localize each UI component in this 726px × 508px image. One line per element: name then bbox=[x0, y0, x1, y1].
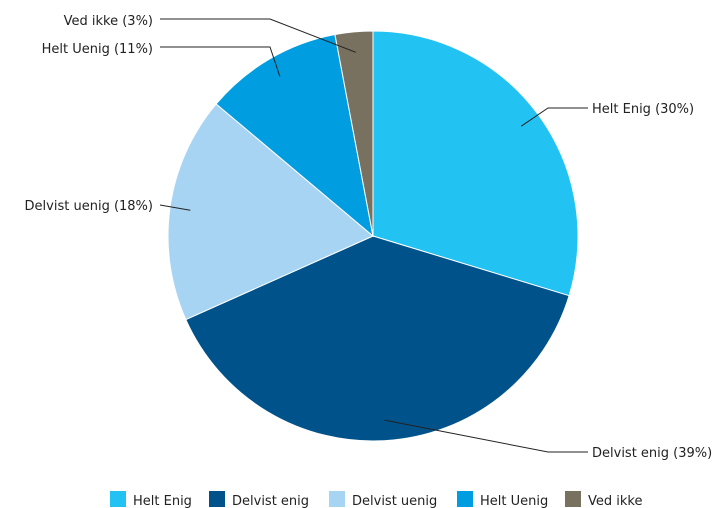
legend-swatch-helt-uenig bbox=[457, 491, 473, 507]
label-helt-enig: Helt Enig (30%) bbox=[592, 102, 694, 117]
legend-swatch-delvist-uenig bbox=[329, 491, 345, 507]
label-helt-uenig: Helt Uenig (11%) bbox=[42, 42, 153, 57]
legend-label-delvist-enig: Delvist enig bbox=[232, 494, 309, 508]
label-delvist-enig: Delvist enig (39%) bbox=[592, 446, 712, 461]
legend: Helt Enig Delvist enig Delvist uenig Hel… bbox=[110, 491, 642, 508]
legend-swatch-delvist-enig bbox=[209, 491, 225, 507]
legend-label-helt-enig: Helt Enig bbox=[133, 494, 192, 508]
legend-swatch-helt-enig bbox=[110, 491, 126, 507]
pie-slices bbox=[168, 31, 578, 441]
legend-label-ved-ikke: Ved ikke bbox=[588, 494, 642, 508]
label-delvist-uenig: Delvist uenig (18%) bbox=[25, 199, 153, 214]
legend-label-delvist-uenig: Delvist uenig bbox=[352, 494, 437, 508]
legend-label-helt-uenig: Helt Uenig bbox=[480, 494, 548, 508]
legend-swatch-ved-ikke bbox=[565, 491, 581, 507]
label-ved-ikke: Ved ikke (3%) bbox=[64, 14, 153, 29]
